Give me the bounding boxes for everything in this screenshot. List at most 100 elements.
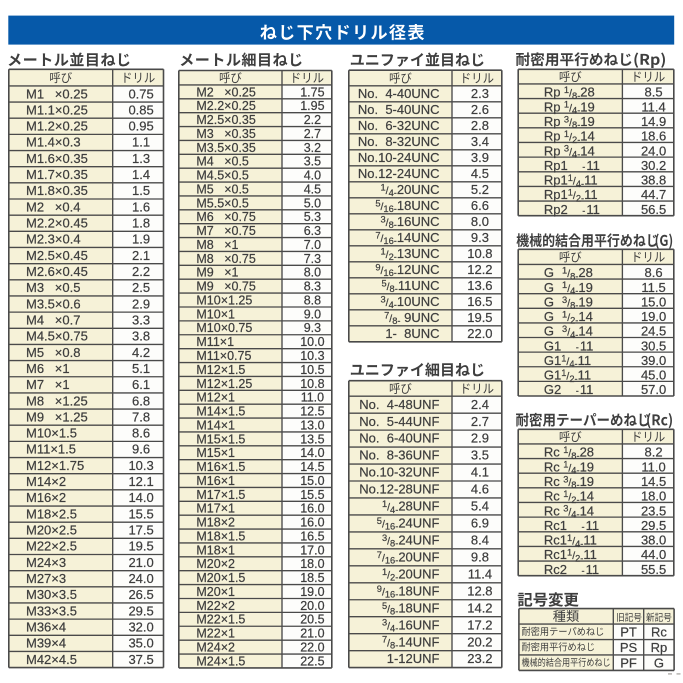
svg-text:No. 6-40UNF: No. 6-40UNF [359,431,439,446]
svg-text:12.5: 12.5 [300,405,324,419]
svg-text:20.5: 20.5 [300,613,324,627]
svg-text:11.0: 11.0 [641,459,665,474]
svg-text:14.5: 14.5 [300,460,324,474]
svg-text:M9: M9 [196,280,213,294]
svg-text:3.4: 3.4 [471,134,489,149]
svg-text:M4.5×0.5: M4.5×0.5 [196,169,249,183]
svg-text:M33×3.5: M33×3.5 [26,603,77,618]
svg-text:15.5: 15.5 [128,506,153,521]
svg-text:19.5: 19.5 [467,310,492,325]
svg-text:M22×1: M22×1 [196,627,235,641]
svg-text:M11×0.75: M11×0.75 [196,349,251,363]
svg-text:4.5: 4.5 [304,182,321,196]
svg-text:18.0: 18.0 [300,557,324,571]
svg-text:56.5: 56.5 [641,202,666,217]
svg-text:19.0: 19.0 [300,585,324,599]
svg-text:M20×1: M20×1 [196,585,235,599]
svg-text:16.5: 16.5 [300,529,324,543]
svg-text:8.5: 8.5 [645,85,663,100]
svg-text:M2.3×0.4: M2.3×0.4 [26,232,81,247]
svg-text:Rp3/4-14: Rp 3/4-14 [544,143,595,159]
svg-text:M2.5×0.35: M2.5×0.35 [196,113,255,127]
svg-text:7/8-14UNF: 7/8-14UNF [382,634,440,650]
svg-text:M42×4.5: M42×4.5 [26,652,77,667]
svg-text:15.5: 15.5 [300,488,324,502]
svg-text:10.0: 10.0 [300,335,324,349]
svg-text:22.5: 22.5 [300,654,324,668]
svg-text:M14×1: M14×1 [196,418,235,432]
svg-text:38.0: 38.0 [641,533,666,548]
svg-text:5/8-18UNF: 5/8-18UNF [382,600,440,616]
svg-text:20.0: 20.0 [300,599,324,613]
svg-text:×0.75: ×0.75 [224,224,256,238]
svg-text:G: G [654,655,664,670]
svg-text:M22×1.5: M22×1.5 [196,613,245,627]
svg-text:1- 8UNC: 1- 8UNC [385,326,439,341]
svg-text:12.1: 12.1 [128,474,153,489]
svg-text:M10×1.5: M10×1.5 [26,426,77,441]
svg-text:2.1: 2.1 [132,248,150,263]
svg-text:M4: M4 [26,312,44,327]
svg-text:G1-11: G1 -11 [544,338,593,353]
svg-text:8.4: 8.4 [471,533,489,548]
svg-text:×1: ×1 [224,266,238,280]
svg-text:×1: ×1 [55,377,70,392]
svg-text:12.8: 12.8 [467,583,492,598]
svg-text:M27×3: M27×3 [26,571,66,586]
svg-text:2.9: 2.9 [471,431,489,446]
svg-text:9/16-18UNF: 9/16-18UNF [377,583,440,599]
svg-text:Rc1/8-28: Rc 1/8-28 [544,445,594,461]
svg-text:14.0: 14.0 [300,446,324,460]
svg-text:16.5: 16.5 [467,294,492,309]
svg-text:M15×1.5: M15×1.5 [196,432,245,446]
svg-text:4.1: 4.1 [471,465,489,480]
svg-text:4.6: 4.6 [471,482,489,497]
svg-text:6.6: 6.6 [471,198,489,213]
svg-text:55.5: 55.5 [641,562,666,577]
svg-text:M4: M4 [196,155,213,169]
svg-text:13.0: 13.0 [300,418,324,432]
svg-text:×0.5: ×0.5 [224,155,249,169]
svg-text:29.5: 29.5 [128,603,153,618]
svg-text:×1.25: ×1.25 [55,393,88,408]
svg-text:1/2-20UNF: 1/2-20UNF [382,566,440,582]
svg-text:1.9: 1.9 [132,232,150,247]
svg-text:Rp1/2-14: Rp 1/2-14 [544,129,595,145]
svg-text:No. 8-36UNF: No. 8-36UNF [359,448,439,463]
svg-text:M8: M8 [196,238,213,252]
svg-text:8.6: 8.6 [132,426,150,441]
svg-text:7.3: 7.3 [304,252,321,266]
svg-text:1.8: 1.8 [132,216,150,231]
svg-text:4.5: 4.5 [471,166,489,181]
svg-text:M24×1.5: M24×1.5 [196,654,245,668]
svg-text:29.5: 29.5 [641,518,666,533]
svg-text:M18×1.5: M18×1.5 [196,529,245,543]
svg-text:2.7: 2.7 [471,414,489,429]
svg-text:M20×1.5: M20×1.5 [196,571,245,585]
svg-text:M18×2.5: M18×2.5 [26,506,77,521]
svg-text:10.3: 10.3 [300,349,324,363]
svg-text:M14×1.5: M14×1.5 [196,405,245,419]
svg-text:1/4-28UNF: 1/4-28UNF [382,499,440,515]
svg-text:M18×1: M18×1 [196,543,235,557]
svg-text:M12×1: M12×1 [196,391,235,405]
svg-text:M17×1: M17×1 [196,502,235,516]
svg-text:10.3: 10.3 [128,458,153,473]
svg-text:10.8: 10.8 [300,377,324,391]
svg-text:7/16-20UNF: 7/16-20UNF [377,549,440,565]
svg-text:11.4: 11.4 [468,566,492,581]
svg-text:Rp11/4-11: Rp11/4-11 [544,173,598,189]
svg-text:5.2: 5.2 [471,182,489,197]
svg-text:M22×2: M22×2 [196,599,235,613]
svg-text:5.1: 5.1 [132,361,150,376]
svg-text:×0.75: ×0.75 [224,252,256,266]
svg-text:8.3: 8.3 [304,280,321,294]
svg-text:PS: PS [620,640,638,655]
svg-text:No. 4-40UNC: No. 4-40UNC [358,86,440,101]
svg-text:11.5: 11.5 [641,280,665,295]
svg-text:M3.5×0.6: M3.5×0.6 [26,296,81,311]
svg-text:9.3: 9.3 [471,230,489,245]
svg-text:5.0: 5.0 [304,196,321,210]
svg-text:6.1: 6.1 [132,377,150,392]
svg-text:1.6: 1.6 [132,199,150,214]
